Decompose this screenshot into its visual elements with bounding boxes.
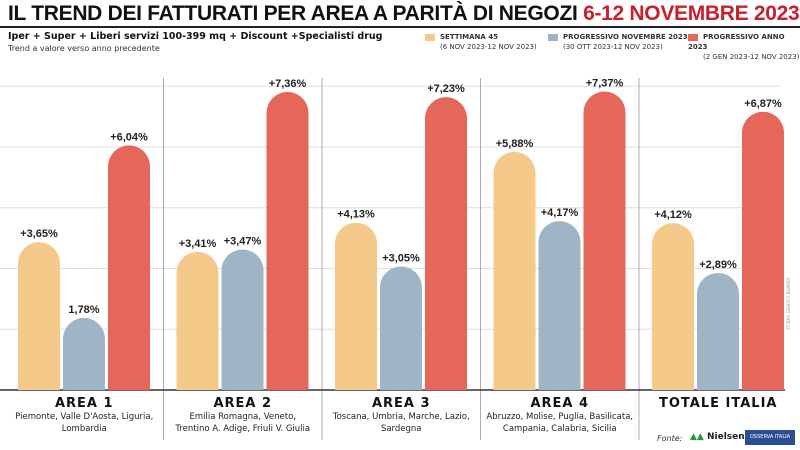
credit: STUDIO GRAFICO BLUMED [786,277,791,331]
data-label: +6,04% [110,131,148,143]
osserva-italia-logo: OSSERVA ITALIA [745,430,795,445]
bar [652,223,694,390]
category-description: Campania, Calabria, Sicilia [503,424,617,434]
category-description: Sardegna [381,424,422,434]
bar [742,111,784,390]
data-label: +3,47% [224,235,262,247]
bar [176,251,219,390]
legend-swatch [548,33,558,41]
legend-item-anno: PROGRESSIVO ANNO 2023 (2 GEN 2023-12 NOV … [688,33,800,61]
bar [380,266,422,390]
data-label: +7,36% [269,78,307,90]
bar [108,145,150,390]
bar [18,242,60,390]
data-label: +7,23% [427,83,465,95]
legend-swatch [425,33,435,41]
bar [538,221,581,390]
data-label: +4,13% [337,209,375,221]
category-description: Lombardia [62,424,107,434]
category-label: AREA 1 [55,396,114,411]
bar [335,222,377,390]
legend-swatch [688,33,698,41]
bar [697,272,739,390]
category-description: Emilia Romagna, Veneto, [190,412,297,422]
bar [63,317,105,390]
category-description: Abruzzo, Molise, Puglia, Basilicata, [486,412,633,422]
nielseniq-logo: ▲▲ NielsenIQ [690,432,756,442]
data-label: +3,41% [179,238,217,250]
data-label: +7,37% [586,78,624,90]
bar [493,151,536,390]
subtitle-secondary: Trend a valore verso anno precedente [8,44,160,53]
subtitle: Iper + Super + Liberi servizi 100-399 mq… [8,31,383,42]
category-description: Toscana, Umbria, Marche, Lazio, [332,412,470,422]
category-description: Piemonte, Valle D'Aosta, Liguria, [15,412,153,422]
data-label: +4,17% [541,207,579,219]
data-label: +5,88% [496,138,534,150]
data-label: +2,89% [699,259,737,271]
title-rule [0,26,800,28]
bar [266,91,309,391]
data-label: +4,12% [654,209,692,221]
legend-item-novembre: PROGRESSIVO NOVEMBRE 2023 (30 OTT 2023-12… [548,32,688,52]
category-label: AREA 4 [530,396,589,411]
category-label: AREA 3 [372,396,431,411]
category-label: AREA 2 [213,396,272,411]
chart-title: IL TREND DEI FATTURATI PER AREA A PARITÀ… [8,2,800,25]
data-label: 1,78% [68,304,99,316]
data-label: +3,65% [20,228,58,240]
source-label: Fonte: [657,434,683,443]
bar [221,249,264,390]
category-description: Trentino A. Adige, Friuli V. Giulia [174,424,310,434]
category-label: TOTALE ITALIA [659,396,777,411]
bar [425,97,467,390]
bar [583,91,626,390]
data-label: +3,05% [382,252,420,264]
data-label: +6,87% [744,98,782,110]
legend-item-settimana: SETTIMANA 45 (6 NOV 2023-12 NOV 2023) [425,32,537,52]
